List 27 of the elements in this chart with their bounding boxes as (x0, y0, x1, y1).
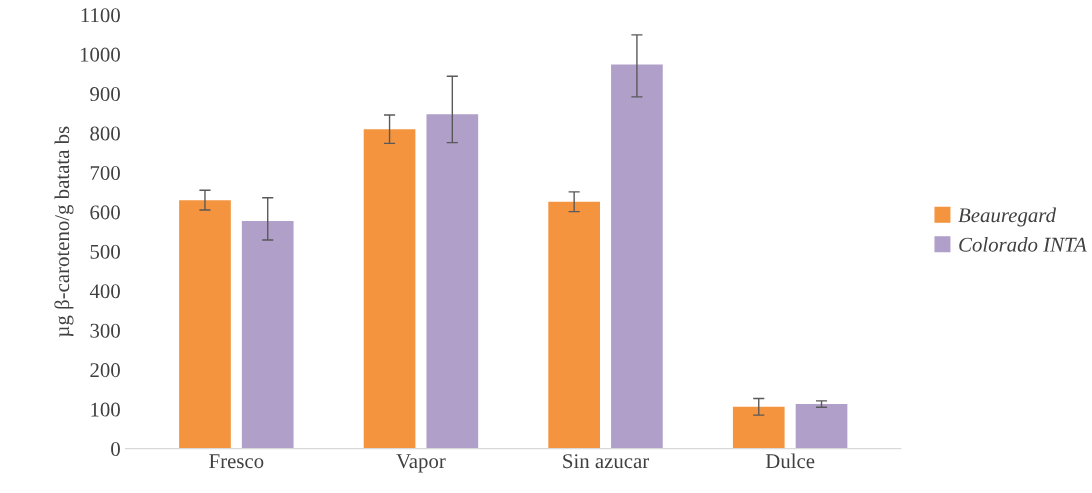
x-tick-label: Fresco (209, 454, 264, 469)
x-tick-label: Vapor (396, 454, 446, 473)
y-tick-label: 200 (90, 363, 120, 378)
bar (548, 201, 600, 449)
bar (179, 200, 231, 449)
y-tick-label: 800 (90, 126, 120, 141)
legend-label: Beauregard (958, 207, 1057, 227)
y-tick-label: 1100 (81, 8, 120, 23)
y-tick-label: 500 (90, 244, 120, 259)
bar (426, 114, 479, 449)
y-tick-label: 900 (90, 87, 120, 102)
x-tick-label: Dulce (765, 453, 815, 469)
y-tick-label: 400 (89, 284, 120, 299)
y-tick-label: 1000 (80, 47, 120, 62)
y-tick-label: 300 (90, 323, 120, 338)
bar (795, 404, 848, 449)
y-tick-label: 100 (91, 402, 120, 417)
y-axis-title: µg β-caroteno/g batata bs (54, 126, 74, 337)
x-tick-label: Sin azucar (563, 454, 650, 469)
bar (611, 64, 663, 449)
y-tick-label: 600 (90, 205, 120, 220)
bar (363, 129, 416, 449)
bar (241, 221, 294, 449)
y-tick-label: 700 (90, 165, 120, 180)
y-tick-label: 0 (111, 442, 120, 457)
legend-label: Colorado INTA (959, 237, 1087, 252)
bar (732, 406, 785, 449)
